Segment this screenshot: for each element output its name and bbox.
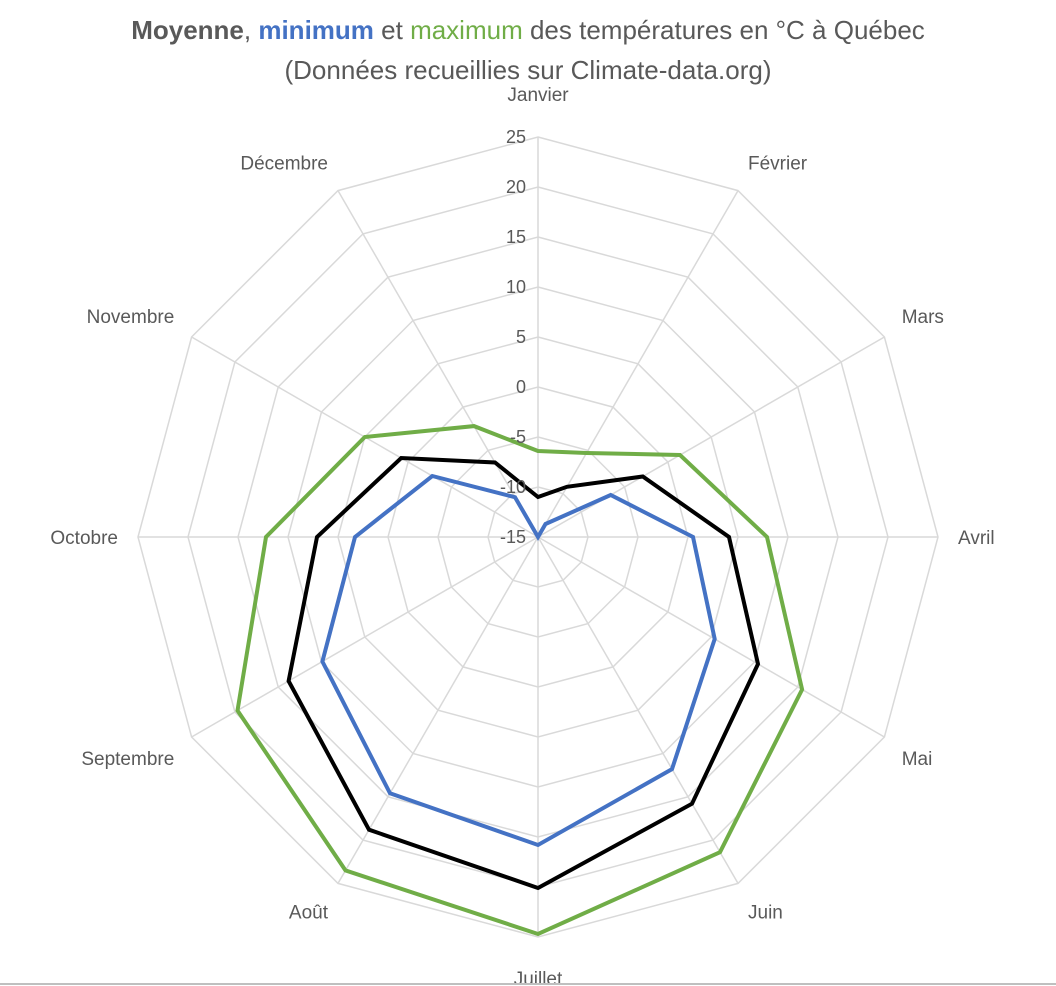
grid-spoke: [537, 536, 739, 884]
title-max-word: maximum: [410, 15, 523, 45]
bottom-divider: [0, 983, 1056, 985]
chart-title-line1: Moyenne, minimum et maximum des températ…: [0, 10, 1056, 50]
category-label: Septembre: [81, 749, 174, 770]
category-label: Novembre: [87, 307, 175, 328]
title-rest: des températures en °C à Québec: [522, 15, 925, 45]
axis-tick-label: -10: [500, 477, 526, 497]
title-separator-1: ,: [243, 15, 259, 45]
grid-spoke: [537, 190, 739, 538]
axis-tick-label: 15: [506, 227, 526, 247]
chart-title: Moyenne, minimum et maximum des températ…: [0, 10, 1056, 90]
grid-spoke: [191, 536, 539, 738]
radar-series: [235, 424, 805, 937]
category-label: Mai: [902, 749, 933, 770]
series-line-mean: [286, 455, 761, 891]
radial-axis-ticks: -15 -10 -5 0 5 10 15 20 25: [500, 127, 526, 547]
category-label: Août: [289, 903, 329, 924]
category-label: Juillet: [514, 969, 563, 986]
axis-tick-label: 5: [516, 327, 526, 347]
category-label: Février: [748, 153, 808, 174]
title-separator-2: et: [373, 15, 411, 45]
category-label: Décembre: [240, 153, 328, 174]
radar-grid: [137, 136, 939, 938]
axis-tick-label: 0: [516, 377, 526, 397]
category-label: Janvier: [507, 85, 569, 106]
axis-tick-label: 10: [506, 277, 526, 297]
chart-title-line2: (Données recueillies sur Climate-data.or…: [284, 55, 772, 85]
category-label: Mars: [902, 307, 944, 328]
series-line-min: [320, 473, 717, 848]
title-mean-word: Moyenne: [131, 15, 244, 45]
title-min-word: minimum: [258, 15, 374, 45]
category-label: Juin: [748, 903, 783, 924]
category-labels: Janvier Février Mars Avril Mai Juin Juillet Aoû…: [50, 85, 994, 986]
axis-tick-label: 20: [506, 177, 526, 197]
series-line-max: [235, 424, 805, 937]
category-label: Octobre: [50, 528, 118, 549]
axis-tick-label: 25: [506, 127, 526, 147]
axis-tick-label: -15: [500, 527, 526, 547]
grid-spoke: [537, 336, 885, 538]
grid-spoke: [537, 536, 885, 738]
axis-tick-label: -5: [510, 427, 526, 447]
grid-spoke: [337, 536, 539, 884]
category-label: Avril: [958, 528, 995, 549]
grid-spoke: [337, 190, 539, 538]
